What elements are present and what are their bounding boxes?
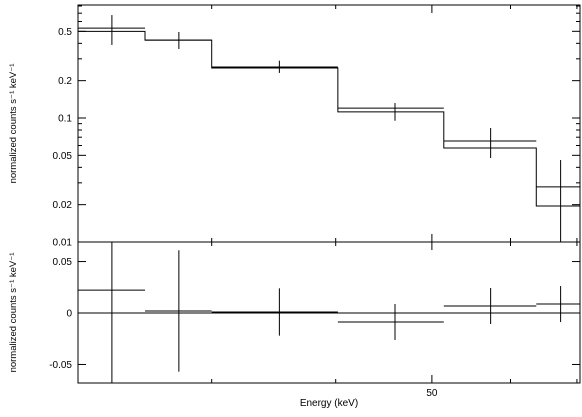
y-tick-label: 0.05 [53,257,73,268]
x-axis-label: Energy (keV) [300,398,358,409]
data-layer [78,15,580,242]
y-axis-label: normalized counts s⁻¹ keV⁻¹ [8,64,19,184]
y-tick-label: 0.5 [58,27,72,38]
y-tick-label: 0.01 [53,238,73,249]
plot-frame [77,241,581,384]
y-tick-label: 0.1 [58,113,72,124]
x-tick-label: 50 [426,388,438,399]
data-layer [78,242,580,383]
y-tick-label: 0.2 [58,76,72,87]
model-line [78,30,580,207]
y-tick-label: 0 [66,309,72,320]
y-tick-label: 0.02 [53,200,73,211]
y-tick-label: 0.05 [53,151,73,162]
y-axis-label: normalized counts s⁻¹ keV⁻¹ [8,253,19,373]
y-tick-label: -0.05 [49,360,72,371]
